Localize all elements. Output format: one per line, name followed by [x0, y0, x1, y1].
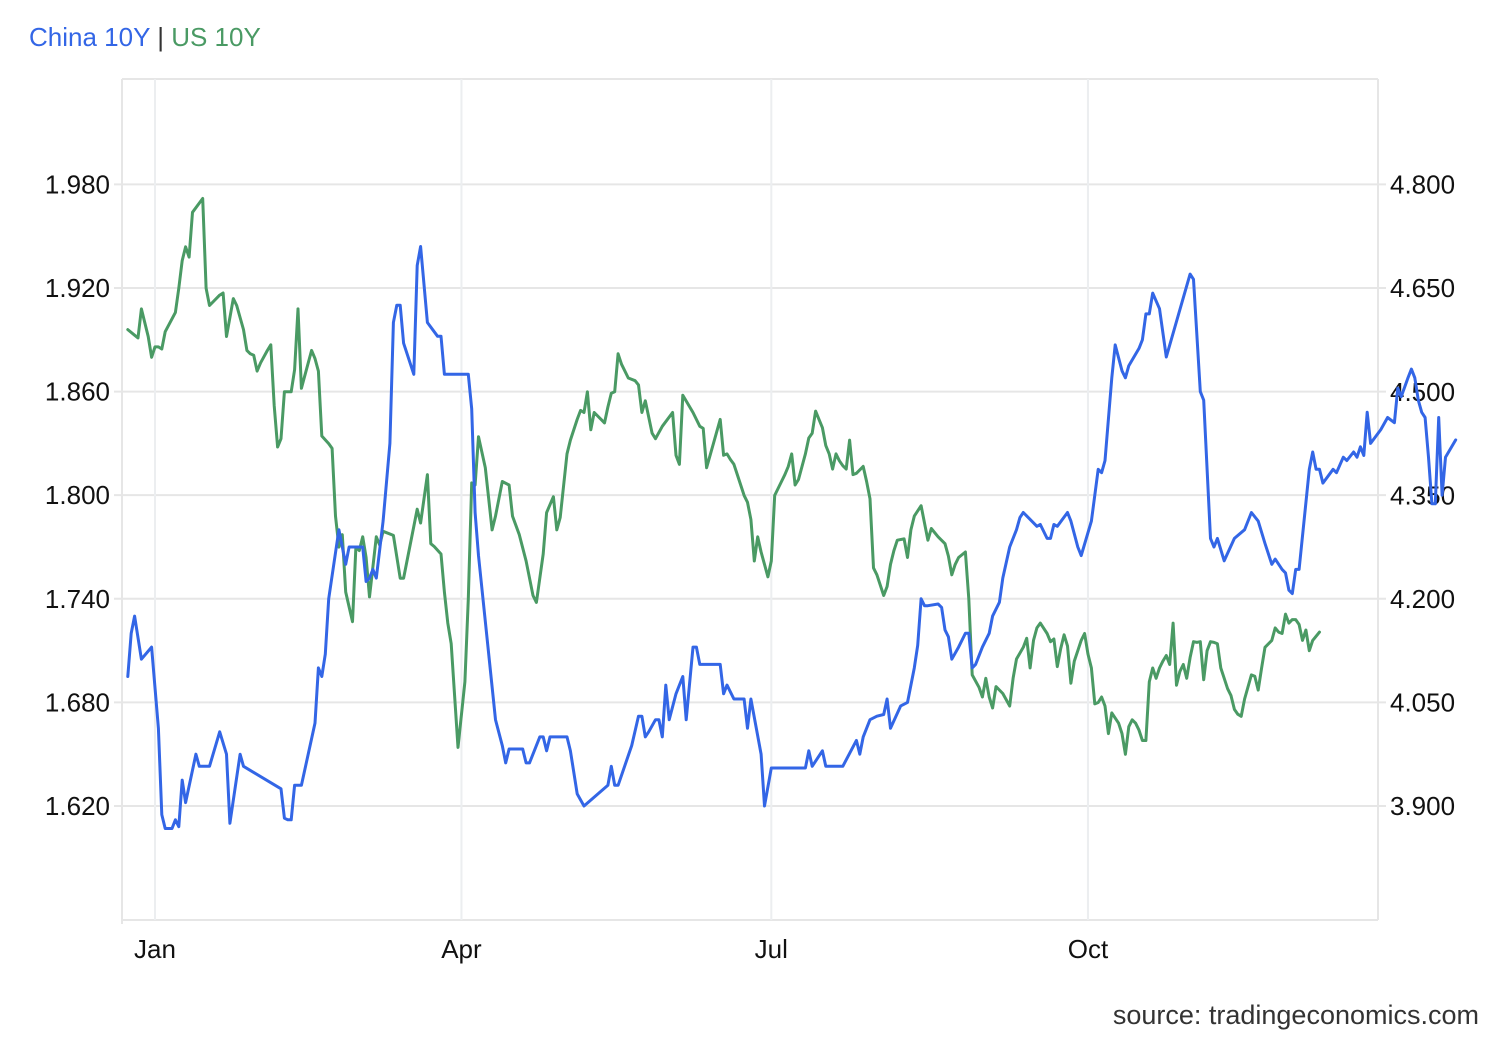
right-axis-tick-label: 4.050: [1390, 688, 1455, 718]
china-10y-line[interactable]: [126, 245, 1458, 830]
right-axis-tick-label: 4.650: [1390, 273, 1455, 303]
us-10y-line[interactable]: [126, 197, 1321, 756]
right-axis-tick-label: 3.900: [1390, 791, 1455, 821]
legend-separator: |: [157, 22, 164, 52]
left-axis-tick-label: 1.920: [45, 273, 110, 303]
left-axis-tick-label: 1.740: [45, 584, 110, 614]
right-axis-tick-label: 4.350: [1390, 480, 1455, 510]
left-y-axis-ticks: 1.980 1.920 1.860 1.800 1.740 1.680 1.620: [45, 169, 110, 821]
x-axis-ticks: Jan Apr Jul Oct: [134, 934, 1109, 964]
x-axis-tick-label: Oct: [1068, 934, 1109, 964]
x-axis-tick-label: Jul: [755, 934, 788, 964]
left-axis-tick-label: 1.800: [45, 480, 110, 510]
x-axis-tick-label: Apr: [441, 934, 482, 964]
left-axis-tick-label: 1.680: [45, 687, 110, 717]
legend-china-10y[interactable]: China 10Y: [29, 22, 150, 52]
source-attribution[interactable]: source: tradingeconomics.com: [1112, 1000, 1479, 1030]
left-axis-tick-label: 1.980: [45, 169, 110, 199]
left-axis-tick-label: 1.860: [45, 377, 110, 407]
left-axis-tick-label: 1.620: [45, 791, 110, 821]
chart-legend: China 10Y | US 10Y: [29, 22, 261, 53]
gridlines: [114, 78, 1386, 924]
right-axis-tick-label: 4.800: [1390, 170, 1455, 200]
x-axis-tick-label: Jan: [134, 934, 176, 964]
right-axis-tick-label: 4.200: [1390, 584, 1455, 614]
legend-us-10y[interactable]: US 10Y: [171, 22, 261, 52]
